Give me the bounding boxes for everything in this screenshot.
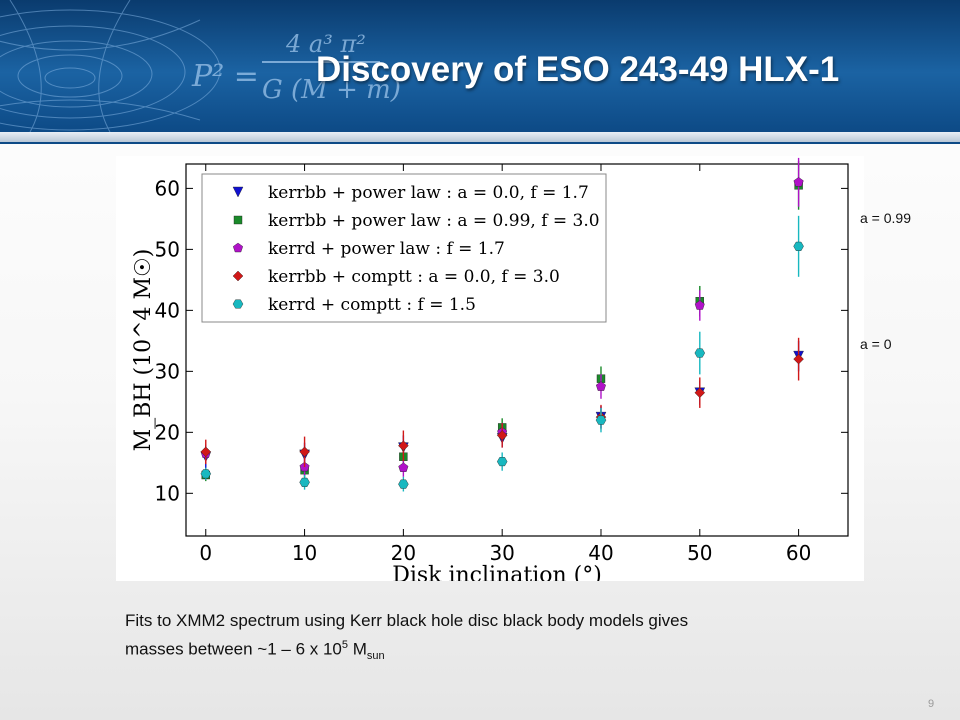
data-point [299, 446, 310, 458]
legend-marker [232, 270, 244, 282]
x-axis-label: Disk inclination (°) [392, 563, 602, 581]
legend-label: kerrd + comptt : f = 1.5 [268, 295, 476, 315]
legend-label: kerrbb + power law : a = 0.99, f = 3.0 [268, 211, 600, 231]
header-rule [0, 142, 960, 144]
series-4 [200, 337, 804, 468]
data-point [496, 457, 508, 467]
data-point [398, 479, 409, 489]
data-point [496, 430, 508, 441]
svg-text:4 a³ π²: 4 a³ π² [285, 30, 366, 58]
page-number: 9 [928, 698, 935, 710]
data-point [694, 348, 706, 358]
data-point [694, 387, 706, 398]
y-tick-label: 40 [155, 298, 180, 322]
legend-label: kerrbb + power law : a = 0.0, f = 1.7 [268, 183, 589, 203]
caption-text: masses between ~1 – 6 x 10 [125, 639, 342, 659]
header-band [0, 132, 960, 142]
legend-marker [232, 299, 244, 309]
data-point [793, 177, 804, 187]
data-point [200, 469, 212, 479]
legend-label: kerrd + power law : f = 1.7 [268, 239, 505, 259]
annotation-a099: a = 0.99 [860, 210, 911, 226]
caption-exponent: 5 [341, 639, 349, 651]
x-tick-label: 10 [292, 541, 317, 565]
data-point [398, 462, 409, 472]
data-point [398, 440, 409, 451]
y-tick-label: 10 [155, 481, 180, 505]
y-axis-label: M_BH (10^4 M☉) [131, 249, 156, 452]
svg-text:G (M + m): G (M + m) [262, 75, 401, 105]
plot-frame [185, 163, 849, 537]
caption: Fits to XMM2 spectrum using Kerr black h… [125, 609, 845, 668]
data-point [595, 415, 607, 425]
caption-line-1: Fits to XMM2 spectrum using Kerr black h… [125, 611, 689, 630]
legend-box [201, 173, 607, 323]
y-tick-label: 20 [155, 420, 180, 444]
data-point [595, 381, 606, 391]
slide-title: Discovery of ESO 243-49 HLX-1 [316, 50, 840, 89]
orbit-formula-icon: P² = 4 a³ π² G (M + m) [191, 30, 401, 105]
data-point [793, 241, 804, 251]
data-point [793, 353, 804, 365]
series-1 [200, 340, 804, 469]
y-tick-label: 60 [155, 176, 180, 200]
svg-text:P² =: P² = [191, 59, 259, 94]
data-point [200, 446, 212, 458]
x-tick-label: 30 [489, 541, 514, 565]
header-banner: P² = 4 a³ π² G (M + m) Discovery of ESO … [0, 0, 960, 132]
y-tick-label: 50 [155, 237, 180, 261]
x-tick-label: 0 [199, 541, 212, 565]
caption-unit-subscript: sun [366, 650, 385, 663]
x-tick-label: 60 [786, 541, 811, 565]
x-tick-label: 50 [687, 541, 712, 565]
y-tick-label: 30 [155, 359, 180, 383]
x-tick-label: 20 [391, 541, 416, 565]
caption-line-2: masses between ~1 – 6 x 105 Msun [125, 633, 845, 668]
data-point [694, 300, 705, 310]
legend-marker [233, 215, 243, 225]
series-5 [200, 215, 804, 492]
data-point [299, 477, 310, 487]
legend: kerrbb + power law : a = 0.0, f = 1.7 ker… [201, 173, 607, 323]
x-tick-label: 40 [588, 541, 613, 565]
legend-marker [232, 186, 244, 198]
spacetime-grid-icon [0, 0, 221, 132]
chart-panel: 0 10 20 30 40 50 60 10 20 30 40 50 60 Disk inclinatio… [116, 156, 864, 581]
mass-inclination-chart: 0 10 20 30 40 50 60 10 20 30 40 50 60 Disk inclinatio… [131, 157, 849, 581]
legend-marker [232, 242, 244, 253]
caption-unit: M [348, 639, 367, 659]
annotation-a0: a = 0 [860, 336, 892, 352]
header-decoration: P² = 4 a³ π² G (M + m) [0, 0, 401, 132]
legend-label: kerrbb + comptt : a = 0.0, f = 3.0 [268, 267, 560, 287]
